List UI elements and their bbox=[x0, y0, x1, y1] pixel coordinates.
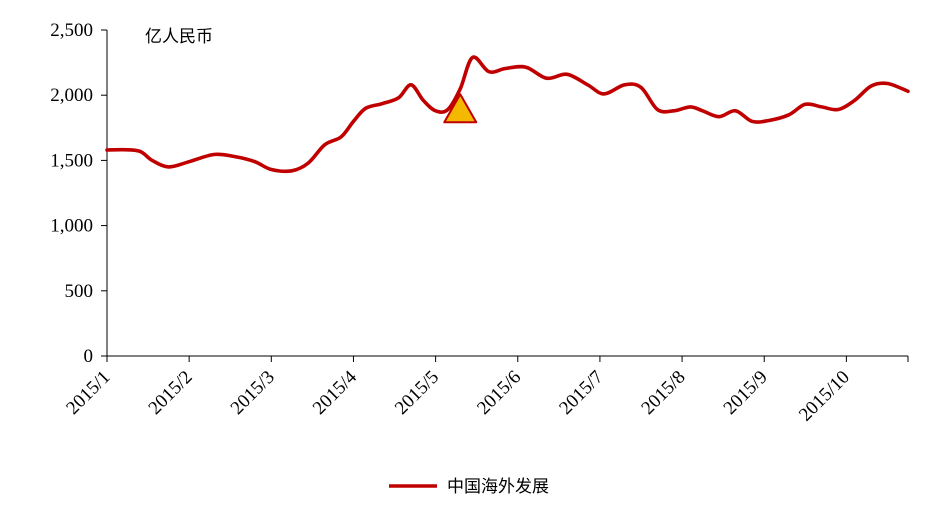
legend: 中国海外发展 bbox=[389, 477, 549, 497]
y-tick-label: 500 bbox=[65, 281, 94, 302]
y-tick-label: 2,000 bbox=[50, 85, 93, 106]
x-tick-label: 2015/7 bbox=[555, 367, 607, 419]
y-tick-label: 1,500 bbox=[50, 150, 93, 171]
annotation-markers bbox=[443, 93, 478, 124]
y-tick-label: 1,000 bbox=[50, 216, 93, 237]
triangle-marker bbox=[443, 93, 478, 124]
series-line-zhongguo-haiwai-fazhan bbox=[105, 55, 910, 174]
y-tick-label: 0 bbox=[84, 346, 94, 367]
x-tick-label: 2015/2 bbox=[145, 367, 197, 419]
x-axis: 2015/1 2015/2 2015/3 2015/4 2015/5 2015/6 2015… bbox=[62, 355, 909, 426]
x-tick-label: 2015/10 bbox=[795, 367, 854, 426]
x-tick-label: 2015/8 bbox=[637, 367, 689, 419]
y-axis: 0 500 1,000 1,500 2,000 2,500 bbox=[50, 20, 108, 367]
x-tick-label: 2015/1 bbox=[62, 367, 114, 419]
legend-label: 中国海外发展 bbox=[447, 477, 549, 497]
y-tick-label: 2,500 bbox=[50, 20, 93, 41]
x-tick-label: 2015/5 bbox=[391, 367, 443, 419]
y-unit-label: 亿人民币 bbox=[145, 27, 213, 47]
x-tick-label: 2015/4 bbox=[309, 366, 362, 419]
x-tick-label: 2015/9 bbox=[720, 367, 772, 419]
x-tick-label: 2015/3 bbox=[227, 367, 279, 419]
x-tick-label: 2015/6 bbox=[473, 367, 525, 419]
